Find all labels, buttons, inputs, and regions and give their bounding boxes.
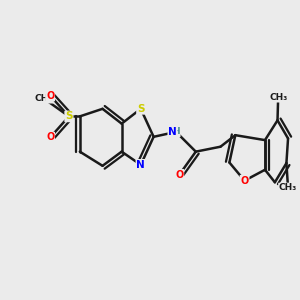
Text: S: S [137,104,145,114]
Text: O: O [46,91,54,100]
Text: N: N [168,127,177,137]
Text: O: O [46,133,54,142]
Text: O: O [240,176,249,186]
Text: CH₃: CH₃ [279,183,297,192]
Text: N: N [136,160,145,170]
Text: O: O [175,170,183,180]
Text: CH₃: CH₃ [34,94,53,103]
Text: CH₃: CH₃ [269,93,287,102]
Text: H: H [172,128,180,136]
Text: S: S [65,111,73,122]
